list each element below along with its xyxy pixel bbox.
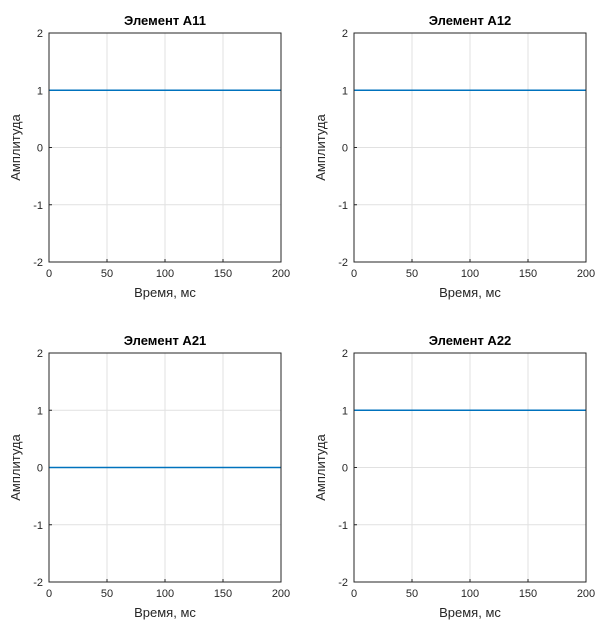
y-tick-label: 2	[342, 28, 348, 40]
axes-frame	[353, 32, 587, 263]
y-tick-label: -2	[33, 257, 43, 269]
axes-frame	[48, 352, 282, 583]
y-tick-label: 0	[37, 463, 43, 475]
x-tick-label: 150	[214, 588, 232, 600]
x-tick-label: 150	[519, 588, 537, 600]
x-axis-label: Время, мс	[134, 605, 196, 620]
x-tick-label: 200	[272, 588, 290, 600]
y-tick-label: 2	[37, 348, 43, 360]
y-tick-label: 1	[37, 85, 43, 97]
y-tick-label: -1	[338, 520, 348, 532]
y-tick-label: -1	[338, 200, 348, 212]
x-axis-label: Время, мс	[439, 285, 501, 300]
y-tick-label: -2	[338, 257, 348, 269]
axes-frame	[353, 352, 587, 583]
x-tick-label: 200	[272, 268, 290, 280]
y-axis-label: Амплитуда	[313, 433, 328, 500]
x-axis-label: Время, мс	[134, 285, 196, 300]
y-tick-label: -2	[33, 577, 43, 589]
x-tick-label: 0	[46, 588, 52, 600]
x-tick-label: 50	[406, 588, 418, 600]
y-tick-label: 2	[37, 28, 43, 40]
subplot-2: 0 50 100 150 200 -2 -1 0 1 2 Элемент A12 Время, мс А…	[313, 13, 595, 300]
subplot-title: Элемент A12	[429, 13, 512, 28]
y-axis-label: Амплитуда	[8, 113, 23, 180]
y-tick-label: 1	[342, 85, 348, 97]
x-tick-label: 0	[351, 268, 357, 280]
x-tick-label: 200	[577, 588, 595, 600]
axes-frame	[48, 32, 282, 263]
x-axis-label: Время, мс	[439, 605, 501, 620]
y-tick-label: 1	[37, 405, 43, 417]
x-tick-label: 50	[101, 268, 113, 280]
x-tick-label: 100	[461, 268, 479, 280]
y-tick-label: -1	[33, 520, 43, 532]
subplot-4: 0 50 100 150 200 -2 -1 0 1 2 Элемент A22 Время, мс А…	[313, 333, 595, 620]
x-tick-label: 100	[156, 268, 174, 280]
y-tick-label: 0	[37, 143, 43, 155]
x-tick-label: 0	[46, 268, 52, 280]
subplot-3: 0 50 100 150 200 -2 -1 0 1 2 Элемент A21 Время, мс А…	[8, 333, 290, 620]
y-axis-label: Амплитуда	[8, 433, 23, 500]
x-tick-label: 200	[577, 268, 595, 280]
y-tick-label: 2	[342, 348, 348, 360]
y-tick-label: -1	[33, 200, 43, 212]
x-tick-label: 150	[214, 268, 232, 280]
y-tick-label: -2	[338, 577, 348, 589]
x-tick-label: 0	[351, 588, 357, 600]
y-axis-label: Амплитуда	[313, 113, 328, 180]
y-tick-label: 0	[342, 143, 348, 155]
subplot-title: Элемент A21	[124, 333, 207, 348]
x-tick-label: 150	[519, 268, 537, 280]
subplot-title: Элемент A11	[124, 13, 206, 28]
subplot-1: 0 50 100 150 200 -2 -1 0 1 2 Элемент A11 Время, мс А…	[8, 13, 290, 300]
x-tick-label: 50	[406, 268, 418, 280]
x-tick-label: 100	[156, 588, 174, 600]
x-tick-label: 50	[101, 588, 113, 600]
y-tick-label: 0	[342, 463, 348, 475]
x-tick-label: 100	[461, 588, 479, 600]
y-tick-label: 1	[342, 405, 348, 417]
subplot-title: Элемент A22	[429, 333, 512, 348]
